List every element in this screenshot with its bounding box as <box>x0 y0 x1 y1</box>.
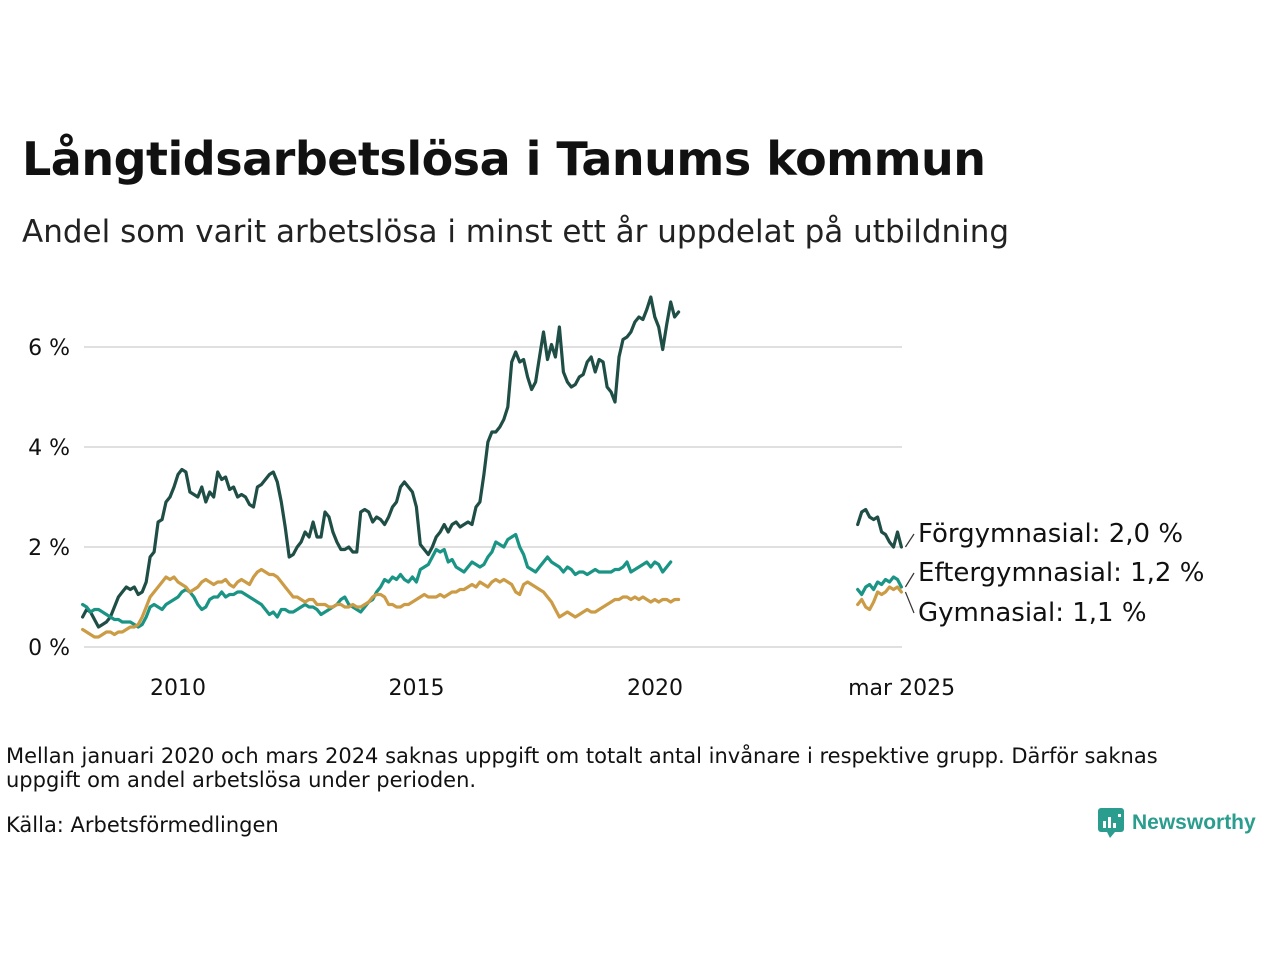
x-axis-ticks: 2010 2015 2020 mar 2025 <box>150 676 955 701</box>
series-line-förgymnasial <box>856 507 904 549</box>
y-axis-ticks: 0 % 2 % 4 % 6 % <box>28 336 70 661</box>
x-tick-label: 2020 <box>627 676 683 701</box>
chart-title: Långtidsarbetslösa i Tanums kommun <box>22 132 986 186</box>
source-text: Källa: Arbetsförmedlingen <box>6 813 279 837</box>
label-connector <box>904 533 915 548</box>
series-end-label: Förgymnasial: 2,0 % <box>918 519 1183 549</box>
series-line-gymnasial <box>856 585 904 612</box>
x-tick-label: mar 2025 <box>848 676 955 701</box>
label-connector <box>904 591 915 614</box>
series-end-label: Eftergymnasial: 1,2 % <box>918 558 1204 588</box>
y-tick-label: 6 % <box>28 336 70 361</box>
y-tick-label: 4 % <box>28 436 70 461</box>
series-line-förgymnasial <box>80 295 681 629</box>
series-end-label: Gymnasial: 1,1 % <box>918 598 1147 628</box>
y-tick-label: 2 % <box>28 536 70 561</box>
series-lines <box>80 295 904 639</box>
series-end-labels: Förgymnasial: 2,0 % Eftergymnasial: 1,2 %… <box>904 519 1204 628</box>
series-line-eftergymnasial <box>856 575 904 597</box>
label-connector <box>904 572 915 588</box>
chart-subtitle: Andel som varit arbetslösa i minst ett å… <box>22 214 1010 250</box>
y-tick-label: 0 % <box>28 636 70 661</box>
footnote: Mellan januari 2020 och mars 2024 saknas… <box>6 744 1158 792</box>
gridlines <box>84 346 902 648</box>
series-line-eftergymnasial <box>80 532 673 629</box>
brand-logo: Newsworthy <box>1098 808 1256 838</box>
line-chart: 0 % 2 % 4 % 6 % 2010 2015 2020 mar 2025 Förgym… <box>28 295 1204 701</box>
x-tick-label: 2010 <box>150 676 206 701</box>
newsworthy-logo-icon <box>1098 808 1124 838</box>
series-line-gymnasial <box>80 567 681 639</box>
x-tick-label: 2015 <box>389 676 445 701</box>
brand-name: Newsworthy <box>1132 811 1256 834</box>
